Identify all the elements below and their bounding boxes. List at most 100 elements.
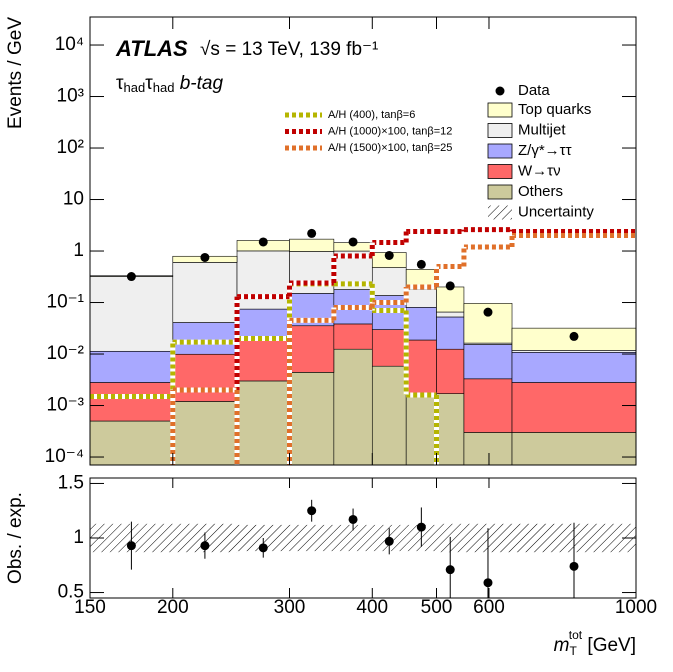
legend-label: Z/γ*→ττ bbox=[518, 142, 572, 159]
data-point bbox=[200, 252, 210, 262]
x-label-part: m bbox=[554, 635, 570, 656]
ratio-point bbox=[126, 541, 136, 551]
legend-swatch bbox=[487, 123, 513, 138]
x-tick-label: 500 bbox=[421, 597, 453, 618]
ratio-point bbox=[200, 541, 210, 551]
data-point bbox=[348, 237, 358, 247]
ratio-y-tick-label: 0.5 bbox=[58, 582, 84, 603]
legend-label: Multijet bbox=[518, 121, 566, 138]
y-tick-label: 1 bbox=[73, 240, 84, 261]
stack-bar bbox=[90, 276, 174, 352]
data-point bbox=[126, 272, 136, 282]
stack-bar bbox=[236, 380, 290, 465]
x-tick-label: 1000 bbox=[615, 597, 657, 618]
ratio-point bbox=[258, 543, 268, 553]
stack-bar bbox=[436, 316, 465, 350]
legend-swatch bbox=[487, 184, 513, 200]
y-tick-label: 10 bbox=[63, 189, 84, 210]
legend-label: Top quarks bbox=[518, 101, 591, 118]
y-tick-label: 10⁻⁴ bbox=[45, 446, 84, 467]
x-axis-label: mTtot [GeV] bbox=[554, 628, 636, 658]
energy-label: √s = 13 TeV, 139 fb⁻¹ bbox=[200, 39, 378, 60]
stack-bar bbox=[511, 352, 636, 383]
stack-bar bbox=[405, 307, 437, 341]
data-point bbox=[384, 250, 394, 260]
y-tick-label: 10⁻¹ bbox=[47, 292, 85, 313]
stack-bar bbox=[90, 382, 174, 422]
ratio-y-axis-label: Obs. / exp. bbox=[5, 492, 26, 584]
stack-bar bbox=[436, 311, 465, 318]
stack-bar bbox=[236, 339, 290, 382]
ratio-point bbox=[307, 506, 317, 516]
x-tick-label: 200 bbox=[157, 597, 189, 618]
data-point bbox=[483, 307, 493, 317]
data-point bbox=[307, 228, 317, 238]
stack-bar bbox=[405, 393, 437, 465]
legend-swatch bbox=[488, 205, 512, 220]
experiment-label: ATLAS bbox=[115, 36, 188, 61]
legend-swatch bbox=[487, 164, 513, 179]
stack-bar bbox=[463, 344, 513, 380]
stack-bar bbox=[436, 286, 465, 313]
stack-bar bbox=[371, 365, 407, 465]
x-label-part: T bbox=[569, 644, 577, 658]
region-part: b-tag bbox=[174, 73, 223, 94]
x-tick-label: 300 bbox=[274, 597, 306, 618]
stack-bar bbox=[172, 322, 238, 355]
stack-bar bbox=[511, 382, 636, 433]
ratio-frame bbox=[89, 477, 637, 599]
legend-label: Data bbox=[518, 82, 550, 99]
stack-bar bbox=[371, 267, 407, 296]
ratio-point bbox=[445, 565, 455, 575]
uncertainty-band bbox=[289, 524, 334, 552]
stack-bar bbox=[436, 393, 465, 465]
x-label-part: tot bbox=[569, 628, 583, 642]
overlay: 10⁻⁴ 10⁻³ 10⁻² 10⁻¹ 1 10 10² 10³ 10⁴ Data Top quar… bbox=[45, 17, 657, 618]
ratio-y-tick-label: 1 bbox=[73, 527, 84, 548]
legend-swatch bbox=[487, 102, 513, 118]
region-label: τhadτhad b-tag bbox=[116, 73, 223, 95]
legend-label: Uncertainty bbox=[518, 203, 594, 220]
data-point bbox=[445, 281, 455, 291]
stack-bar bbox=[289, 251, 335, 294]
ratio-plot bbox=[90, 499, 636, 598]
stack-bar bbox=[463, 378, 513, 433]
ratio-point bbox=[416, 522, 426, 532]
stack-bar bbox=[236, 308, 290, 341]
stack-bar bbox=[172, 262, 238, 323]
y-axis-label: Events / GeV bbox=[5, 17, 26, 129]
legend-label: A/H (400), tanβ=6 bbox=[328, 109, 415, 121]
stack-bar bbox=[236, 250, 290, 310]
stack-bar bbox=[333, 323, 373, 350]
stack-bar bbox=[172, 353, 238, 402]
data-point bbox=[569, 331, 579, 341]
stack-bar bbox=[463, 432, 513, 465]
stack-bar bbox=[90, 420, 174, 465]
data-point bbox=[258, 237, 268, 247]
ratio-point bbox=[483, 578, 493, 588]
x-tick-label: 400 bbox=[356, 597, 388, 618]
stack-bar bbox=[511, 432, 636, 465]
y-tick-label: 10⁴ bbox=[55, 34, 84, 55]
data-point bbox=[416, 259, 426, 269]
region-part: τ bbox=[145, 73, 153, 94]
legend-label: A/H (1000)×100, tanβ=12 bbox=[328, 125, 452, 137]
ratio-point bbox=[569, 561, 579, 571]
stack-bar bbox=[371, 329, 407, 367]
legend-swatch bbox=[487, 143, 513, 159]
stack-bar bbox=[405, 288, 437, 308]
legend-label: W→τν bbox=[518, 162, 561, 179]
ratio-point bbox=[348, 514, 358, 524]
legend-marker bbox=[495, 86, 505, 96]
region-part: had bbox=[124, 80, 146, 95]
main-plot bbox=[90, 227, 636, 465]
main-frame bbox=[89, 16, 637, 466]
x-tick-label: 150 bbox=[74, 597, 106, 618]
legend-label: Others bbox=[518, 183, 563, 200]
y-tick-label: 10⁻³ bbox=[47, 395, 85, 416]
x-tick-label: 600 bbox=[473, 597, 505, 618]
stack-bar bbox=[436, 348, 465, 394]
ratio-point bbox=[384, 536, 394, 546]
stack-bar bbox=[289, 372, 335, 465]
